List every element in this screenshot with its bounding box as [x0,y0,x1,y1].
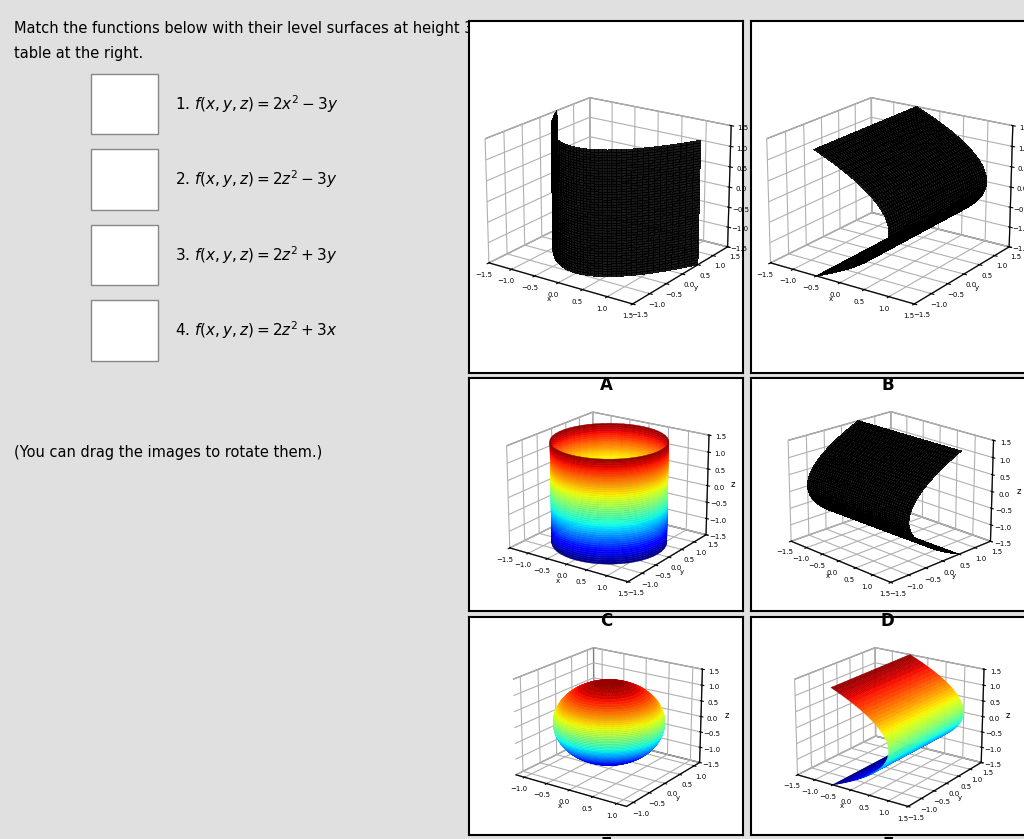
Y-axis label: y: y [952,573,956,580]
X-axis label: x: x [828,296,833,302]
FancyBboxPatch shape [91,74,159,134]
Text: A: A [600,376,612,393]
Y-axis label: y: y [693,285,697,291]
Y-axis label: y: y [975,285,979,291]
Y-axis label: y: y [676,795,680,801]
X-axis label: x: x [547,296,551,302]
FancyBboxPatch shape [91,225,159,285]
FancyBboxPatch shape [91,300,159,361]
Text: 1. $\mathit{f}(x, y, z) = 2x^2 - 3y$: 1. $\mathit{f}(x, y, z) = 2x^2 - 3y$ [175,93,338,115]
Text: 3. $\mathit{f}(x, y, z) = 2z^2 + 3y$: 3. $\mathit{f}(x, y, z) = 2z^2 + 3y$ [175,244,337,266]
X-axis label: x: x [558,804,562,810]
X-axis label: x: x [825,573,829,580]
Y-axis label: y: y [957,795,962,801]
X-axis label: x: x [555,577,559,584]
Text: (You can drag the images to rotate them.): (You can drag the images to rotate them.… [14,445,323,460]
Y-axis label: y: y [680,569,684,575]
Text: 2. $\mathit{f}(x, y, z) = 2z^2 - 3y$: 2. $\mathit{f}(x, y, z) = 2z^2 - 3y$ [175,169,337,190]
Text: table at the right.: table at the right. [14,46,143,61]
Text: F: F [882,836,894,839]
Text: B: B [882,376,894,393]
Text: E: E [600,836,612,839]
Text: D: D [881,612,895,630]
Text: 4. $\mathit{f}(x, y, z) = 2z^2 + 3x$: 4. $\mathit{f}(x, y, z) = 2z^2 + 3x$ [175,320,337,341]
Text: Match the functions below with their level surfaces at height 3 in the: Match the functions below with their lev… [14,21,520,36]
X-axis label: x: x [840,804,844,810]
FancyBboxPatch shape [91,149,159,210]
Text: C: C [600,612,612,630]
